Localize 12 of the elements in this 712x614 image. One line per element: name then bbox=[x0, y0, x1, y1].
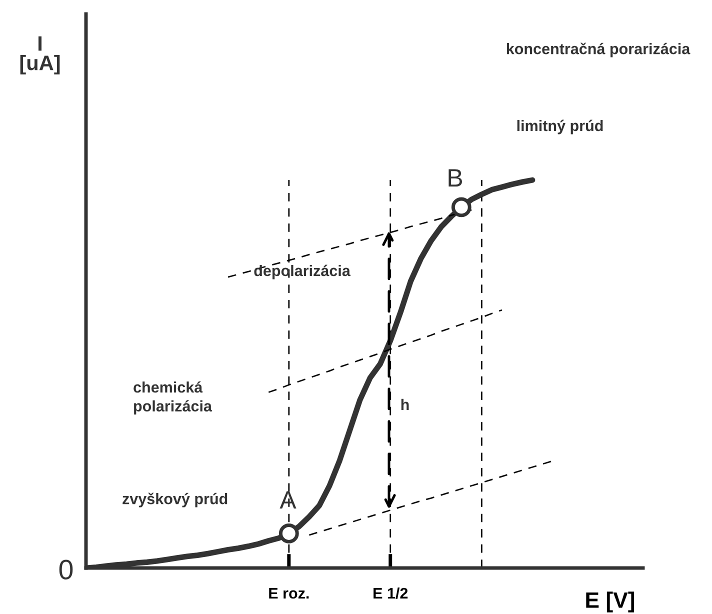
text: I [uA] bbox=[20, 36, 60, 74]
text: koncentračná porarizácia bbox=[506, 42, 690, 58]
annotation: B bbox=[448, 169, 462, 186]
x-axis-title: E [V] bbox=[586, 592, 634, 612]
text: 0 bbox=[59, 560, 73, 580]
text: limitný prúd bbox=[517, 120, 603, 134]
annotation: chemická polarizácia bbox=[134, 381, 212, 415]
annotation: A bbox=[280, 491, 296, 508]
annotation: h bbox=[401, 398, 409, 410]
annotation: zvyškový prúd bbox=[122, 492, 228, 508]
x-tick-label: E roz. bbox=[269, 588, 309, 599]
x-tick-label: E 1/2 bbox=[374, 587, 408, 599]
